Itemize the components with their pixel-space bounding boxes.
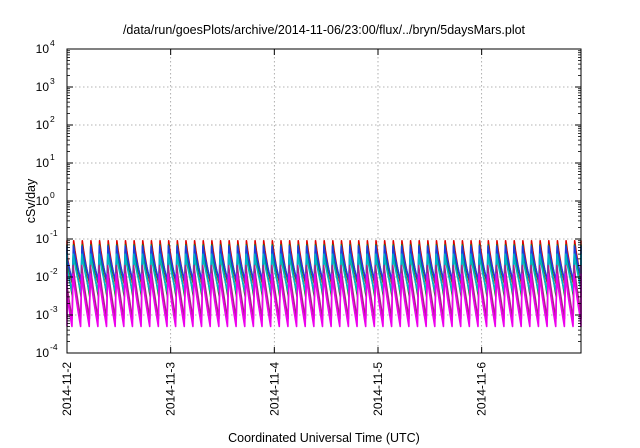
series-line <box>66 273 582 328</box>
y-tick-label: 10 1 <box>36 152 55 170</box>
x-axis: 2014-11-2 2014-11-3 2014-11-4 2014-11-5 2014… <box>60 49 489 416</box>
y-tick-label: 10 -4 <box>36 342 58 360</box>
y-tick-base: 10 <box>36 42 50 56</box>
y-tick-label: 10 2 <box>36 114 55 132</box>
series-line <box>66 245 582 282</box>
y-tick-label: 10 -1 <box>36 228 58 246</box>
y-tick-base: 10 <box>36 118 50 132</box>
x-axis-label: Coordinated Universal Time (UTC) <box>228 431 420 445</box>
y-tick-exponent: -3 <box>50 304 58 314</box>
y-tick-exponent: 3 <box>50 76 55 86</box>
x-tick-label: 2014-11-6 <box>475 362 489 416</box>
y-tick-label: 10 -3 <box>36 304 58 322</box>
x-tick-label: 2014-11-5 <box>371 362 385 416</box>
y-tick-exponent: 4 <box>50 38 55 48</box>
series-layer <box>66 239 582 328</box>
series-line <box>66 253 582 293</box>
y-axis-label: cSv/day <box>24 178 38 223</box>
y-tick-base: 10 <box>36 80 50 94</box>
y-tick-base: 10 <box>36 232 50 246</box>
y-tick-label: 10 4 <box>36 38 55 56</box>
y-tick-exponent: 2 <box>50 114 55 124</box>
y-tick-base: 10 <box>36 270 50 284</box>
y-tick-base: 10 <box>36 346 50 360</box>
y-tick-base: 10 <box>36 194 50 208</box>
y-tick-label: 10 3 <box>36 76 55 94</box>
y-tick-label: 10 -2 <box>36 266 58 284</box>
y-tick-exponent: -4 <box>50 342 58 352</box>
y-tick-base: 10 <box>36 308 50 322</box>
y-tick-exponent: 0 <box>50 190 55 200</box>
x-tick-label: 2014-11-4 <box>267 362 281 416</box>
y-tick-exponent: -1 <box>50 228 58 238</box>
series-line <box>66 264 582 320</box>
x-tick-label: 2014-11-2 <box>60 362 74 416</box>
y-tick-exponent: 1 <box>50 152 55 162</box>
y-tick-base: 10 <box>36 156 50 170</box>
y-tick-label: 10 0 <box>36 190 55 208</box>
chart-title: /data/run/goesPlots/archive/2014-11-06/2… <box>123 23 526 37</box>
y-tick-exponent: -2 <box>50 266 58 276</box>
x-tick-label: 2014-11-3 <box>164 362 178 416</box>
